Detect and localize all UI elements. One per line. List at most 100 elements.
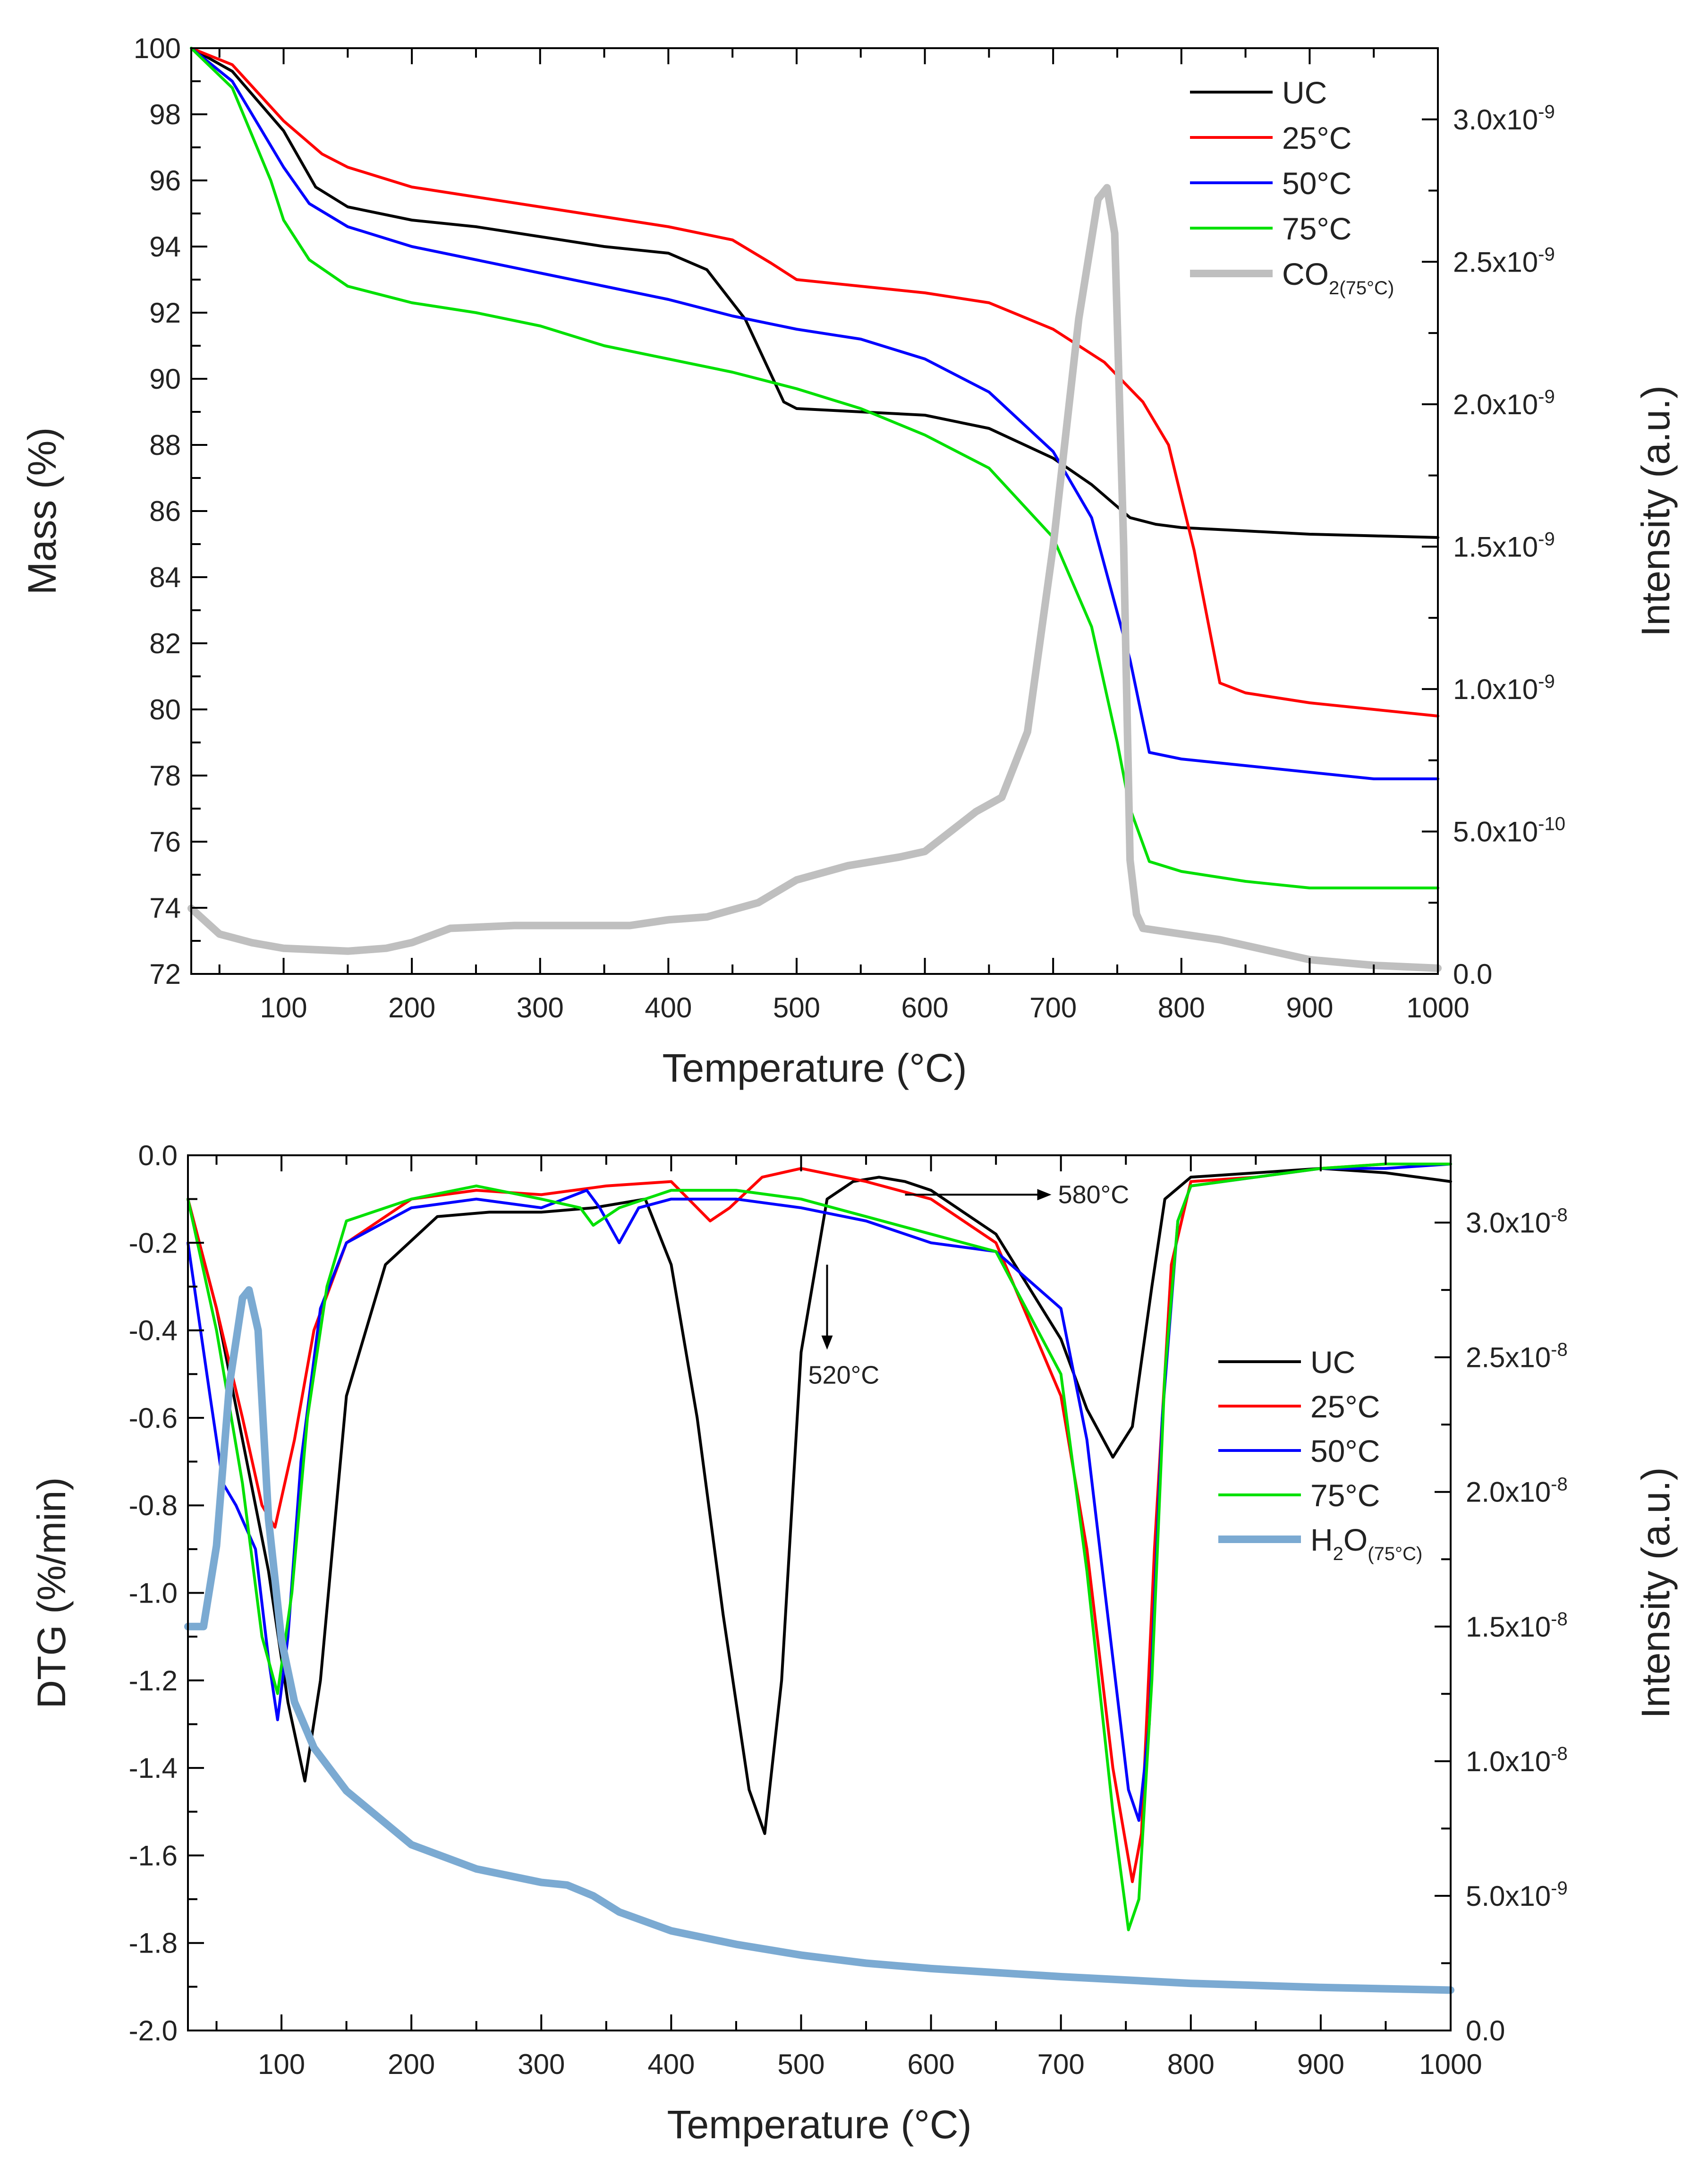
annotation-arrow-head <box>1037 1189 1052 1201</box>
legend-label-part: 25°C <box>1282 120 1351 155</box>
top-y-axis-title: Mass (%) <box>20 427 64 595</box>
bottom-legend-label: 75°C <box>1310 1478 1380 1513</box>
legend-label-part: H <box>1310 1522 1333 1557</box>
bottom-series-line-0 <box>187 1167 1452 1835</box>
top-y2-tick-label-exponent: -10 <box>1538 813 1565 834</box>
bottom-series-line-2 <box>187 1162 1452 1822</box>
bottom-y2-tick-label-text: 1.0x10 <box>1466 1746 1551 1777</box>
legend-label-part: UC <box>1282 75 1327 110</box>
top-x-tick-label: 100 <box>260 992 307 1024</box>
top-y2-tick-label-text: 1.0x10 <box>1453 674 1538 705</box>
top-y-tick-label: 88 <box>149 429 181 461</box>
top-y2-tick-label-text: 1.5x10 <box>1453 531 1538 563</box>
bottom-series-line-1 <box>187 1162 1452 1883</box>
annotation-arrow-head <box>821 1335 833 1350</box>
top-y2-tick-label-exponent: -9 <box>1538 244 1555 264</box>
top-plot-frame <box>190 47 1439 975</box>
bottom-series-line-4 <box>184 1286 1454 1994</box>
bottom-y-tick-label: -0.8 <box>129 1490 178 1521</box>
bottom-y-tick-label: 0.0 <box>138 1140 178 1171</box>
top-y2-tick-label-exponent: -9 <box>1538 102 1555 122</box>
top-x-tick-label: 800 <box>1158 992 1205 1024</box>
top-series-line-1 <box>190 47 1439 717</box>
top-y-tick-label: 76 <box>149 826 181 858</box>
bottom-y2-tick-label-exponent: -8 <box>1551 1609 1568 1629</box>
top-legend-label: 50°C <box>1282 166 1351 201</box>
top-y2-tick-label-text: 2.5x10 <box>1453 246 1538 278</box>
top-legend: UC 25°C 50°C 75°C CO2(75°C) <box>1190 75 1394 299</box>
bottom-y2-tick-label-text: 1.5x10 <box>1466 1611 1551 1643</box>
bottom-y2-tick-label-exponent: -8 <box>1551 1743 1568 1764</box>
top-y-tick-label: 82 <box>149 628 181 659</box>
top-y2-tick-label: 0.0 <box>1453 958 1492 990</box>
bottom-y-tick-label: -1.2 <box>129 1665 178 1697</box>
top-x-tick-label: 400 <box>645 992 692 1024</box>
bottom-y-tick-label: -1.6 <box>129 1840 178 1871</box>
bottom-legend-label: H2O(75°C) <box>1310 1522 1422 1564</box>
top-y-tick-label: 94 <box>149 231 181 263</box>
bottom-y-tick-label: -0.6 <box>129 1402 178 1434</box>
legend-label-part: CO <box>1282 256 1329 291</box>
top-y2-tick-label-exponent: -9 <box>1538 671 1555 692</box>
bottom-plot-frame <box>187 1154 1452 2031</box>
top-x-tick-label: 1000 <box>1406 992 1469 1024</box>
top-series-line-3 <box>190 47 1439 889</box>
bottom-legend: UC 25°C 50°C 75°C H2O(75°C) <box>1218 1345 1422 1564</box>
bottom-y2-tick-label-text: 2.0x10 <box>1466 1476 1551 1508</box>
top-x-axis-title: Temperature (°C) <box>662 1046 967 1090</box>
bottom-y2-tick-label-text: 2.5x10 <box>1466 1342 1551 1374</box>
top-y-tick-label: 92 <box>149 297 181 329</box>
top-y2-tick-label-text: 0.0 <box>1453 958 1492 990</box>
bottom-y-tick-label: -1.0 <box>129 1578 178 1609</box>
legend-label-part: 75°C <box>1282 211 1351 246</box>
bottom-x-tick-label: 800 <box>1167 2048 1215 2080</box>
top-x-tick-label: 300 <box>517 992 564 1024</box>
top-y2-tick-label: 2.0x10-9 <box>1453 386 1555 420</box>
bottom-legend-label: UC <box>1310 1345 1355 1380</box>
bottom-y2-tick-label-text: 5.0x10 <box>1466 1880 1551 1912</box>
top-y-tick-label: 100 <box>134 33 181 64</box>
bottom-legend-label: 25°C <box>1310 1389 1380 1424</box>
bottom-y2-tick-label: 2.0x10-8 <box>1466 1474 1568 1508</box>
top-legend-label: 75°C <box>1282 211 1351 246</box>
top-legend-label: 25°C <box>1282 120 1351 155</box>
legend-label-part: 50°C <box>1282 166 1351 201</box>
top-y-tick-label: 84 <box>149 562 181 593</box>
top-legend-label: CO2(75°C) <box>1282 256 1394 299</box>
top-y2-tick-label-exponent: -9 <box>1538 386 1555 407</box>
top-x-tick-label: 600 <box>901 992 949 1024</box>
bottom-legend-label: 50°C <box>1310 1433 1380 1468</box>
top-y2-tick-label-text: 3.0x10 <box>1453 104 1538 136</box>
legend-label-part: 2 <box>1333 1544 1343 1564</box>
top-y-tick-label: 86 <box>149 495 181 527</box>
legend-label-part: UC <box>1310 1345 1355 1380</box>
top-y-tick-label: 96 <box>149 165 181 196</box>
bottom-y2-tick-label-exponent: -9 <box>1551 1878 1568 1899</box>
bottom-y-tick-label: -1.8 <box>129 1928 178 1959</box>
bottom-annotation: 580°C <box>905 1180 1129 1209</box>
bottom-x-tick-label: 900 <box>1297 2048 1344 2080</box>
bottom-x-tick-label: 700 <box>1037 2048 1085 2080</box>
bottom-y-axis-title: DTG (%/min) <box>29 1477 74 1709</box>
top-y2-tick-label-text: 2.0x10 <box>1453 389 1538 420</box>
legend-label-part: O <box>1343 1522 1368 1557</box>
legend-label-part: 2(75°C) <box>1329 278 1394 299</box>
bottom-y-tick-label: -2.0 <box>129 2015 178 2047</box>
annotation-label: 520°C <box>808 1361 880 1390</box>
bottom-x-axis-title: Temperature (°C) <box>667 2102 971 2147</box>
top-series-line-2 <box>190 47 1439 780</box>
top-y2-tick-label: 3.0x10-9 <box>1453 102 1555 136</box>
bottom-y-tick-label: -0.4 <box>129 1315 178 1347</box>
top-series-line-4 <box>187 184 1442 972</box>
bottom-y2-tick-label: 1.0x10-8 <box>1466 1743 1568 1777</box>
bottom-y2-tick-label-text: 3.0x10 <box>1466 1207 1551 1239</box>
bottom-y2-tick-label: 1.5x10-8 <box>1466 1609 1568 1643</box>
top-y-tick-label: 72 <box>149 958 181 990</box>
legend-label-part: 25°C <box>1310 1389 1380 1424</box>
bottom-series-line-3 <box>187 1162 1452 1931</box>
bottom-y2-tick-label-text: 0.0 <box>1466 2015 1505 2047</box>
top-y2-tick-label: 2.5x10-9 <box>1453 244 1555 278</box>
top-y2-tick-label-exponent: -9 <box>1538 529 1555 549</box>
top-y2-tick-label: 1.0x10-9 <box>1453 671 1555 705</box>
